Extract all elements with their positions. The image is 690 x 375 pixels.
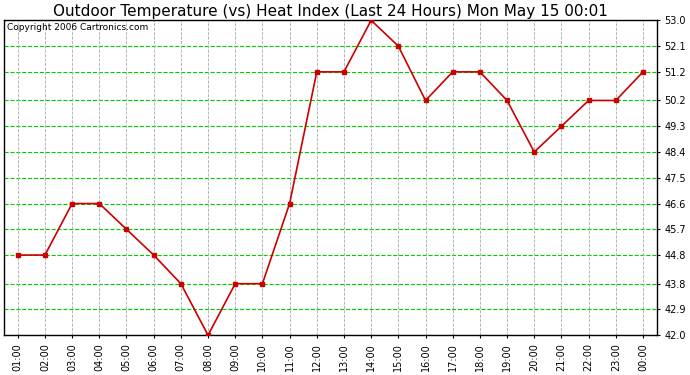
Text: Copyright 2006 Cartronics.com: Copyright 2006 Cartronics.com: [8, 24, 148, 33]
Title: Outdoor Temperature (vs) Heat Index (Last 24 Hours) Mon May 15 00:01: Outdoor Temperature (vs) Heat Index (Las…: [53, 4, 608, 19]
